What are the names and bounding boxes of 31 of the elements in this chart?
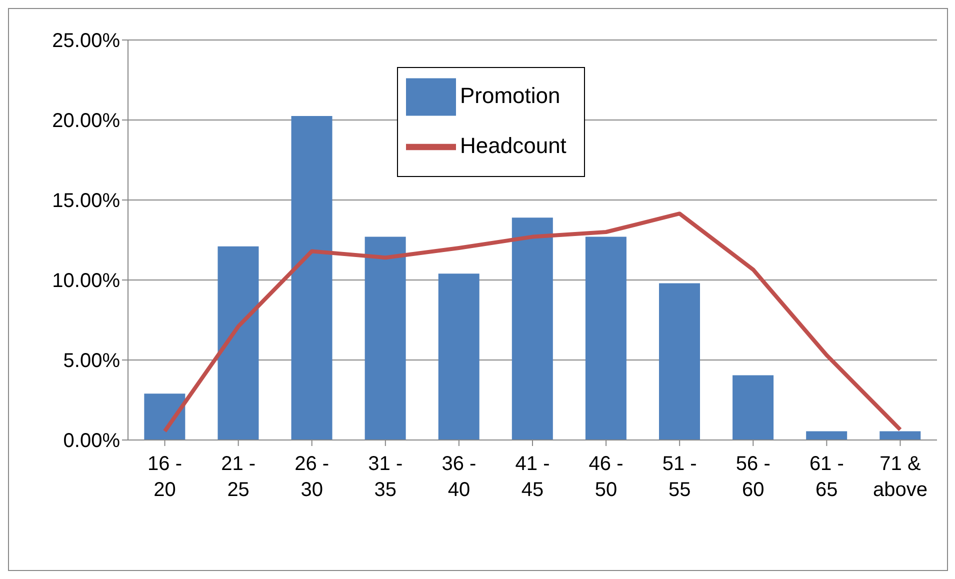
- bar: [291, 116, 332, 440]
- y-tick-label: 0.00%: [63, 430, 120, 452]
- legend-label: Headcount: [460, 132, 566, 158]
- y-tick-label: 20.00%: [52, 110, 120, 132]
- x-tick-label: 56 - 60: [736, 453, 770, 501]
- bar: [438, 274, 480, 440]
- x-tick-label: 16 - 20: [148, 453, 182, 501]
- x-tick-label: 71 & above: [872, 453, 928, 501]
- y-tick-label: 10.00%: [52, 270, 120, 292]
- x-tick-label: 46 - 50: [588, 453, 624, 501]
- bar: [806, 431, 848, 440]
- bar: [732, 375, 774, 440]
- x-tick-label: 26 - 30: [294, 453, 330, 501]
- legend-label: Promotion: [460, 82, 560, 108]
- line-series: [162, 212, 902, 434]
- x-tick-label: 51 - 55: [662, 453, 697, 501]
- y-tick-label: 5.00%: [63, 350, 120, 372]
- bar: [218, 246, 259, 440]
- bar: [659, 283, 700, 440]
- bar: [364, 236, 406, 440]
- bar: [880, 431, 921, 440]
- x-tick-label: 31 - 35: [368, 453, 403, 501]
- bar: [144, 394, 186, 440]
- x-tick-label: 61 - 65: [809, 453, 844, 501]
- bar: [512, 218, 553, 440]
- y-tick-label: 15.00%: [52, 190, 120, 212]
- x-tick-label: 41 - 45: [515, 453, 550, 501]
- x-tick-label: 36 - 40: [442, 453, 476, 501]
- x-tick-label: 21 - 25: [221, 453, 256, 501]
- bar: [585, 236, 626, 440]
- y-tick-label: 25.00%: [52, 30, 120, 52]
